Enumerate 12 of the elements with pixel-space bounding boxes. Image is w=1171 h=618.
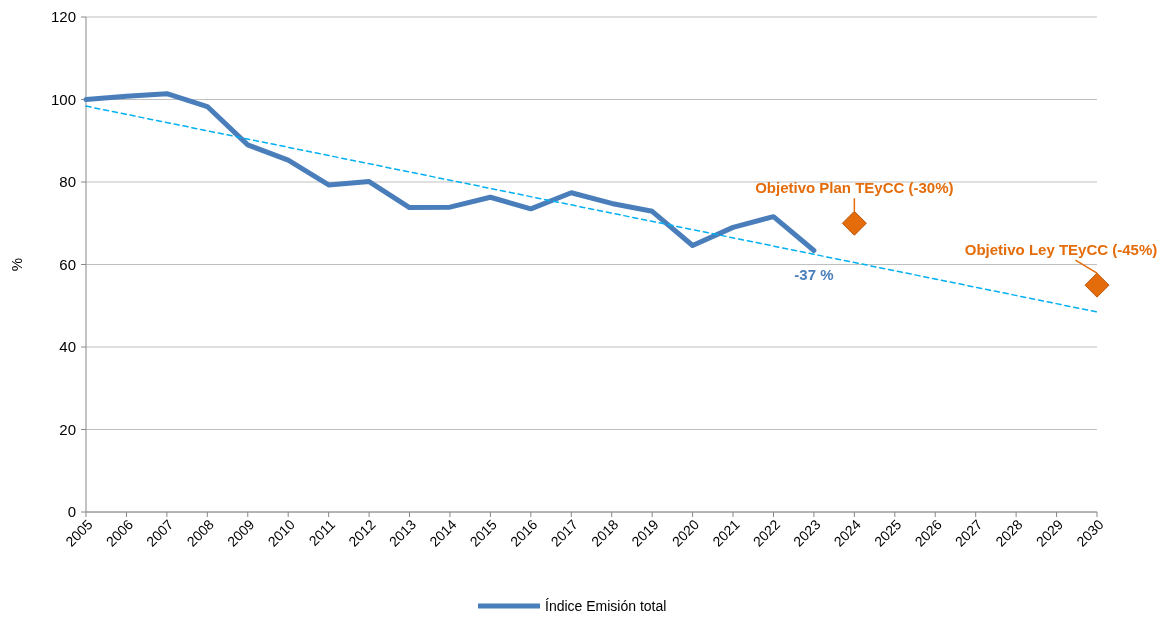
annotation: -37 % <box>794 266 834 284</box>
y-tick-label: 0 <box>67 503 76 521</box>
legend-label: Índice Emisión total <box>545 597 667 614</box>
y-tick-label: 120 <box>50 8 76 26</box>
y-tick-label: 40 <box>59 338 76 356</box>
annotation: Objetivo Ley TEyCC (-45%) <box>964 241 1158 259</box>
y-tick-label: 60 <box>59 255 76 273</box>
y-tick-label: 20 <box>59 420 76 438</box>
y-axis-title: % <box>8 257 25 272</box>
y-tick-label: 100 <box>50 90 76 108</box>
y-tick-label: 80 <box>59 173 76 191</box>
annotation: Objetivo Plan TEyCC (-30%) <box>755 179 954 197</box>
